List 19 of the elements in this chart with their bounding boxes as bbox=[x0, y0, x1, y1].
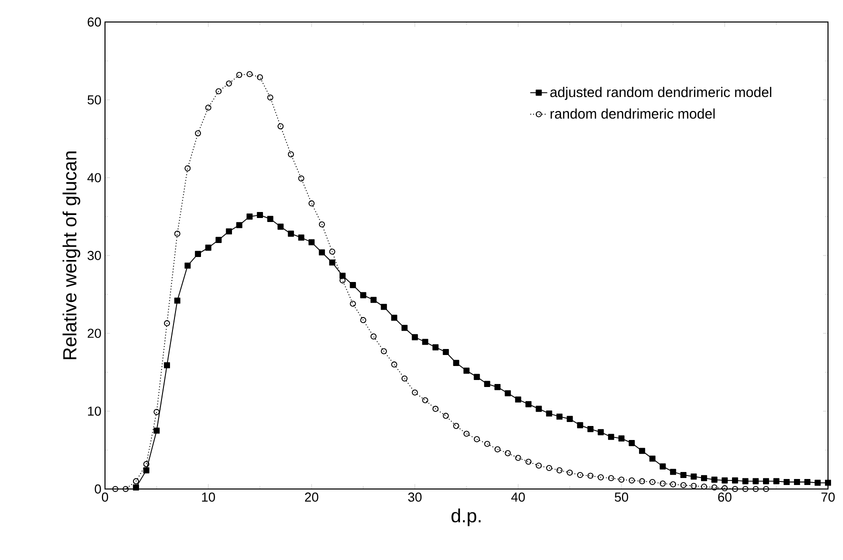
x-tick-label: 10 bbox=[202, 492, 215, 502]
x-tick-label: 30 bbox=[408, 492, 422, 502]
x-tick-label: 20 bbox=[305, 492, 318, 502]
x-tick-label: 40 bbox=[511, 492, 525, 502]
x-tick-label: 70 bbox=[821, 492, 835, 502]
legend-label: adjusted random dendrimeric model bbox=[550, 86, 772, 100]
y-tick-label: 60 bbox=[88, 17, 101, 27]
y-axis-title: Relative weight of glucan bbox=[62, 152, 80, 360]
x-tick-label: 60 bbox=[718, 492, 732, 502]
x-tick-label: 50 bbox=[614, 492, 628, 502]
legend-label: random dendrimeric model bbox=[550, 108, 715, 119]
y-tick-label: 0 bbox=[94, 484, 101, 494]
y-tick-label: 10 bbox=[88, 406, 101, 416]
x-axis-title: d.p. bbox=[452, 508, 481, 526]
y-tick-label: 40 bbox=[87, 173, 101, 182]
x-tick-label: 0 bbox=[102, 492, 108, 502]
y-tick-label: 50 bbox=[88, 95, 101, 104]
y-tick-label: 20 bbox=[88, 328, 101, 338]
y-tick-label: 30 bbox=[88, 250, 101, 260]
